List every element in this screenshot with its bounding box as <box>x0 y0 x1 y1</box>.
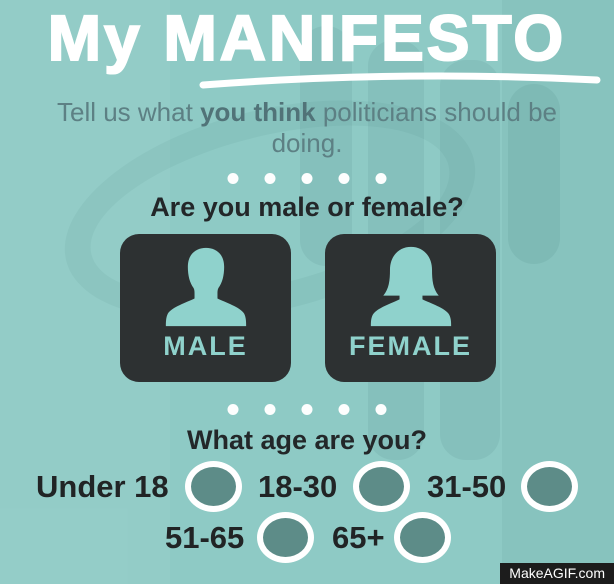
intro-text-bold: you think <box>200 97 316 127</box>
age-option-label-51-65: 51-65 <box>165 520 245 555</box>
intro-text-line2: doing. <box>271 128 343 158</box>
age-radio-65-plus[interactable] <box>394 512 451 563</box>
dot-icon <box>227 173 239 184</box>
intro-text-post: politicians should be <box>315 97 558 127</box>
dot-icon <box>338 173 350 184</box>
age-radio-51-65[interactable] <box>257 512 314 563</box>
age-radio-18-30[interactable] <box>353 461 410 512</box>
female-button[interactable]: FEMALE <box>325 234 496 382</box>
age-option-label-65-plus: 65+ <box>332 520 385 555</box>
dot-icon <box>301 173 313 184</box>
age-radio-31-50[interactable] <box>521 461 578 512</box>
age-option-label-31-50: 31-50 <box>427 469 507 504</box>
dot-icon <box>301 404 313 415</box>
age-option-label-under-18: Under 18 <box>36 469 169 504</box>
gender-question-label: Are you male or female? <box>150 192 464 222</box>
age-option-label-18-30: 18-30 <box>258 469 338 504</box>
male-silhouette-icon <box>165 247 246 327</box>
dots-separator <box>227 173 387 184</box>
age-radio-under-18[interactable] <box>185 461 242 512</box>
dot-icon <box>338 404 350 415</box>
makeagif-watermark: MakeAGIF.com <box>500 563 614 584</box>
dot-icon <box>227 404 239 415</box>
page-title: My MANIFESTO <box>47 2 567 74</box>
gender-options: MALE FEMALE <box>120 234 496 382</box>
male-button[interactable]: MALE <box>120 234 291 382</box>
dots-separator <box>227 404 387 415</box>
dot-icon <box>264 404 276 415</box>
female-button-label: FEMALE <box>349 331 472 361</box>
title-underline-swoosh <box>199 72 601 89</box>
dot-icon <box>375 404 387 415</box>
intro-text: Tell us what you think politicians shoul… <box>17 97 597 159</box>
male-button-label: MALE <box>163 331 248 361</box>
female-silhouette-icon <box>370 246 451 327</box>
intro-text-pre: Tell us what <box>56 97 201 127</box>
age-question-label: What age are you? <box>186 425 428 455</box>
dot-icon <box>264 173 276 184</box>
dot-icon <box>375 173 387 184</box>
